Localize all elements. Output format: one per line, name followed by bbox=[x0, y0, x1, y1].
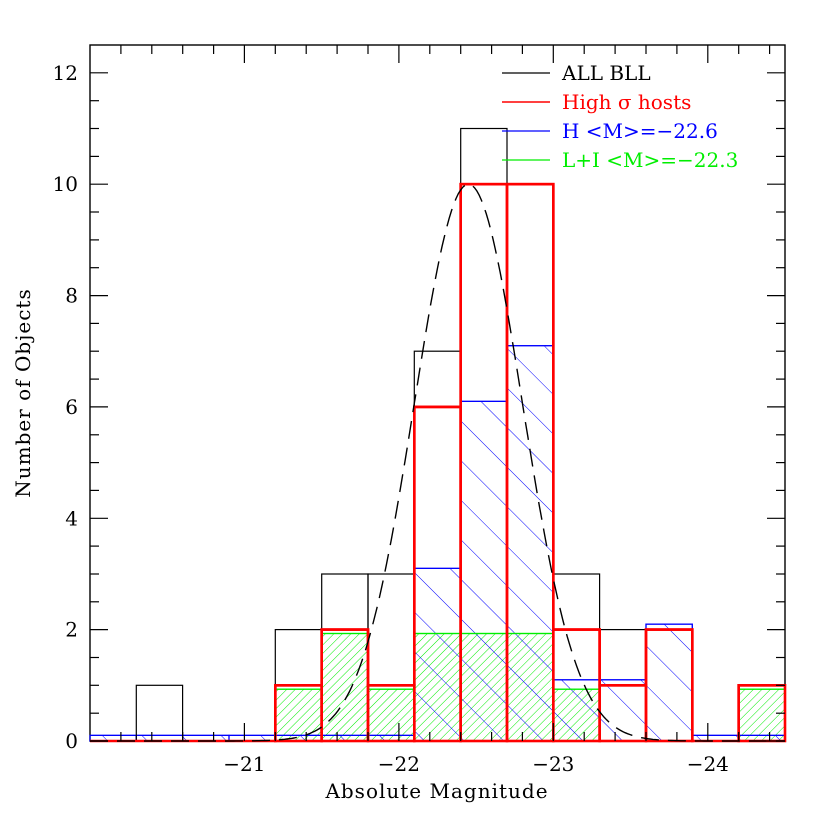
y-tick-labels: 0 2 4 6 8 10 12 bbox=[53, 61, 78, 753]
y-tick-label: 0 bbox=[65, 729, 78, 753]
series-h-hatch bbox=[90, 345, 785, 741]
h-hatch-bar bbox=[275, 735, 322, 741]
x-tick-labels: −21 −22 −23 −24 bbox=[223, 752, 729, 776]
h-hatch-bar bbox=[90, 735, 137, 741]
h-hatch-bar bbox=[646, 624, 693, 741]
gaussian-fit-curve bbox=[90, 183, 785, 742]
x-tick-label: −23 bbox=[532, 752, 574, 776]
axis-ticks bbox=[90, 45, 785, 742]
series-high-sigma bbox=[90, 182, 787, 743]
y-tick-label: 2 bbox=[65, 618, 78, 642]
h-hatch-bar bbox=[414, 568, 461, 741]
x-tick-label: −22 bbox=[378, 752, 420, 776]
li-hatch-bar bbox=[738, 689, 785, 741]
x-axis-label: Absolute Magnitude bbox=[324, 779, 548, 803]
y-tick-label: 10 bbox=[53, 172, 78, 196]
h-hatch-bar bbox=[553, 679, 600, 741]
h-hatch-bar bbox=[136, 735, 183, 741]
h-hatch-bar bbox=[692, 735, 739, 741]
y-tick-label: 8 bbox=[65, 284, 78, 308]
x-tick-label: −21 bbox=[223, 752, 265, 776]
h-hatch-bar bbox=[738, 735, 785, 741]
y-tick-label: 12 bbox=[53, 61, 78, 85]
legend-label-all-bll: ALL BLL bbox=[561, 61, 651, 85]
gaussian-fit bbox=[90, 183, 785, 742]
li-hatch-bar bbox=[368, 689, 415, 741]
li-hatch-bar bbox=[321, 633, 368, 741]
h-hatch-bar bbox=[229, 735, 276, 741]
legend: ALL BLL High σ hosts H <M>=−22.6 L+I <M>… bbox=[502, 61, 738, 172]
h-hatch-bar bbox=[182, 735, 229, 741]
h-hatch-bar bbox=[368, 735, 415, 741]
y-tick-label: 6 bbox=[65, 395, 78, 419]
high-sigma-bar bbox=[505, 182, 555, 743]
h-hatch-bar bbox=[460, 401, 507, 741]
y-tick-label: 4 bbox=[65, 506, 78, 530]
li-hatch-bar bbox=[275, 689, 322, 741]
legend-label-li: L+I <M>=−22.3 bbox=[562, 148, 738, 172]
legend-label-high-sigma: High σ hosts bbox=[562, 90, 691, 114]
all-bll-bar bbox=[135, 684, 184, 742]
h-hatch-bar bbox=[599, 679, 646, 741]
x-tick-label: −24 bbox=[687, 752, 729, 776]
h-hatch-bar bbox=[321, 735, 368, 741]
y-axis-label: Number of Objects bbox=[11, 288, 35, 497]
legend-label-h: H <M>=−22.6 bbox=[562, 119, 718, 143]
